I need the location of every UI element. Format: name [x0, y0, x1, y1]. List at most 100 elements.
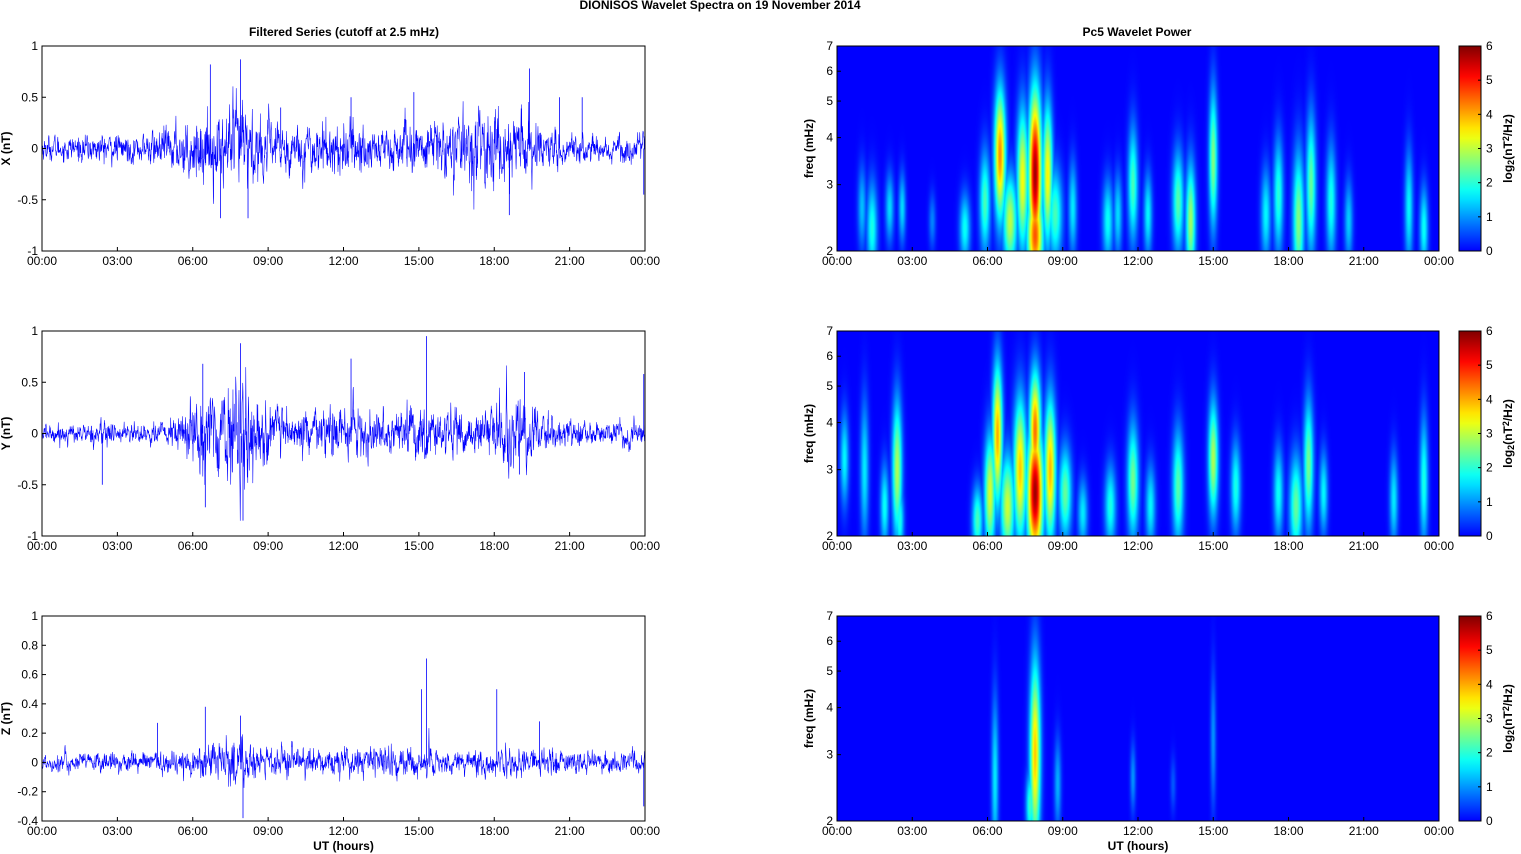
wavelet-panel-2-colorbar-label-part: 2: [1506, 445, 1516, 450]
series-panel-3-xtick-label: 03:00: [102, 824, 132, 838]
series-panel-2-xtick-label: 03:00: [102, 539, 132, 553]
wavelet-panel-3-ylabel: freq (mHz): [802, 689, 816, 748]
left-column-title: Filtered Series (cutoff at 2.5 mHz): [249, 25, 439, 39]
wavelet-panel-1-xtick-label: 12:00: [1123, 254, 1153, 268]
series-panel-3-xtick-label: 12:00: [328, 824, 358, 838]
wavelet-panel-3-ytick-label: 6: [826, 634, 833, 648]
wavelet-panel-3-colorbar-tick-label: 3: [1486, 712, 1493, 726]
wavelet-panel-2-xtick-label: 18:00: [1273, 539, 1303, 553]
wavelet-panel-1-colorbar: [1458, 45, 1482, 252]
wavelet-panel-2-xtick-label: 09:00: [1048, 539, 1078, 553]
wavelet-panel-2-power-map: [837, 331, 1439, 536]
wavelet-panel-1-colorbar-tick-label: 5: [1486, 73, 1493, 87]
wavelet-panel-1-colorbar-label: log2(nT2/Hz): [1501, 114, 1516, 183]
series-panel-3-xtick-label: 15:00: [404, 824, 434, 838]
wavelet-panel-2-ytick-label: 5: [826, 379, 833, 393]
series-panel-2-xtick-label: 12:00: [328, 539, 358, 553]
series-panel-3-ylabel: Z (nT): [0, 702, 13, 735]
wavelet-panel-2-colorbar-label-part: log: [1501, 450, 1515, 468]
series-panel-3-xtick-label: 06:00: [178, 824, 208, 838]
series-panel-1-xtick-label: 12:00: [328, 254, 358, 268]
series-panel-3-xlabel: UT (hours): [313, 839, 374, 853]
series-panel-3-ytick-label: 0.8: [21, 638, 38, 652]
series-panel-3-ytick-label: -0.4: [17, 814, 38, 828]
wavelet-panel-1-colorbar-label-part: 2: [1506, 160, 1516, 165]
wavelet-panel-2-colorbar-tick-label: 5: [1486, 358, 1493, 372]
wavelet-panel-1-power-map: [837, 46, 1439, 251]
series-panel-1-ytick-label: -0.5: [17, 193, 38, 207]
wavelet-panel-1-colorbar-tick-label: 6: [1486, 39, 1493, 53]
wavelet-panel-3-xtick-label: 18:00: [1273, 824, 1303, 838]
wavelet-panel-1-ytick-label: 7: [826, 39, 833, 53]
wavelet-panel-1-xtick-label: 06:00: [972, 254, 1002, 268]
series-panel-1-xtick-label: 03:00: [102, 254, 132, 268]
series-panel-1-xtick-label: 18:00: [479, 254, 509, 268]
wavelet-panel-1-colorbar-tick-label: 4: [1486, 107, 1493, 121]
wavelet-panel-3-xtick-label: 03:00: [897, 824, 927, 838]
wavelet-panel-3-xtick-label: 09:00: [1048, 824, 1078, 838]
wavelet-panel-2-ytick-label: 7: [826, 324, 833, 338]
series-panel-1-ytick-label: 0: [31, 142, 38, 156]
series-panel-2-xtick-label: 09:00: [253, 539, 283, 553]
series-panel-3-ytick-label: 1: [31, 609, 38, 623]
series-panel-2-xtick-label: 18:00: [479, 539, 509, 553]
series-panel-2-ytick-label: 0.5: [21, 375, 38, 389]
wavelet-panel-2-xtick-label: 03:00: [897, 539, 927, 553]
wavelet-panel-1-colorbar-tick-label: 0: [1486, 244, 1493, 258]
wavelet-panel-2-xtick-label: 15:00: [1198, 539, 1228, 553]
wavelet-panel-3-colorbar-tick-label: 4: [1486, 677, 1493, 691]
series-panel-2-ytick-label: 1: [31, 324, 38, 338]
wavelet-panel-1-xtick-label: 00:00: [1424, 254, 1454, 268]
wavelet-panel-3-colorbar-label-part: 2: [1506, 730, 1516, 735]
wavelet-panel-2-colorbar-tick-label: 3: [1486, 427, 1493, 441]
wavelet-panel-3-ytick-label: 4: [826, 701, 833, 715]
series-panel-3-ytick-label: 0.4: [21, 697, 38, 711]
wavelet-panel-1-colorbar-label-part: /Hz): [1501, 114, 1515, 136]
wavelet-panel-3-colorbar-label: log2(nT2/Hz): [1501, 684, 1516, 753]
wavelet-panel-1-ytick-label: 2: [826, 244, 833, 258]
series-panel-1-xtick-label: 21:00: [555, 254, 585, 268]
wavelet-panel-2-colorbar-label-part: /Hz): [1501, 399, 1515, 421]
wavelet-panel-2-colorbar-tick-label: 1: [1486, 495, 1493, 509]
panels: -1 -0.5 0 0.5 1 X (nT) 00:00 03:00 06:00 09:00 12:…: [0, 39, 1516, 853]
wavelet-panel-2-xtick-label: 00:00: [1424, 539, 1454, 553]
wavelet-panel-1-ytick-label: 3: [826, 178, 833, 192]
series-panel-3-ytick-label: 0: [31, 755, 38, 769]
wavelet-panel-3-ytick-label: 3: [826, 748, 833, 762]
figure-title: DIONISOS Wavelet Spectra on 19 November …: [580, 0, 861, 12]
wavelet-panel-3-ytick-label: 5: [826, 664, 833, 678]
wavelet-panel-2-colorbar-tick-label: 2: [1486, 461, 1493, 475]
wavelet-panel-3-colorbar: [1458, 615, 1482, 822]
series-panel-2-ytick-label: 0: [31, 427, 38, 441]
wavelet-panel-2-colorbar-label-part: 2: [1501, 421, 1511, 426]
series-panel-2-xtick-label: 00:00: [630, 539, 660, 553]
series-panel-3-ytick-label: -0.2: [17, 785, 38, 799]
wavelet-panel-2-ytick-label: 6: [826, 349, 833, 363]
wavelet-panel-1-ytick-label: 4: [826, 131, 833, 145]
series-panel-3-xtick-label: 00:00: [27, 824, 57, 838]
wavelet-panel-2-xtick-label: 12:00: [1123, 539, 1153, 553]
wavelet-panel-3-ytick-label: 7: [826, 609, 833, 623]
series-panel-3-xtick-label: 00:00: [630, 824, 660, 838]
series-panel-1-signal-line: [41, 86, 646, 210]
wavelet-panel-2-colorbar-tick-label: 6: [1486, 324, 1493, 338]
series-panel-1-xtick-label: 06:00: [178, 254, 208, 268]
wavelet-panel-3-xlabel: UT (hours): [1108, 839, 1169, 853]
wavelet-panel-3-xtick-label: 12:00: [1123, 824, 1153, 838]
wavelet-panel-2-colorbar-label: log2(nT2/Hz): [1501, 399, 1516, 468]
wavelet-panel-2-xtick-label: 21:00: [1349, 539, 1379, 553]
wavelet-panel-3-colorbar-label-part: 2: [1501, 706, 1511, 711]
series-panel-3-xtick-label: 21:00: [555, 824, 585, 838]
series-panel-1-ytick-label: 1: [31, 39, 38, 53]
wavelet-panel-2-xtick-label: 06:00: [972, 539, 1002, 553]
wavelet-panel-3-colorbar-label-part: log: [1501, 735, 1515, 753]
series-panel-2-ylabel: Y (nT): [0, 417, 13, 451]
series-panel-2-xtick-label: 15:00: [404, 539, 434, 553]
wavelet-panel-1-xtick-label: 21:00: [1349, 254, 1379, 268]
wavelet-panel-1-colorbar-label-part: (nT: [1501, 141, 1515, 160]
series-panel-3-ytick-label: 0.6: [21, 668, 38, 682]
series-panel-1-ylabel: X (nT): [0, 132, 13, 166]
wavelet-panel-1-ytick-label: 5: [826, 94, 833, 108]
wavelet-panel-3-colorbar-tick-label: 0: [1486, 814, 1493, 828]
wavelet-panel-1-xtick-label: 09:00: [1048, 254, 1078, 268]
